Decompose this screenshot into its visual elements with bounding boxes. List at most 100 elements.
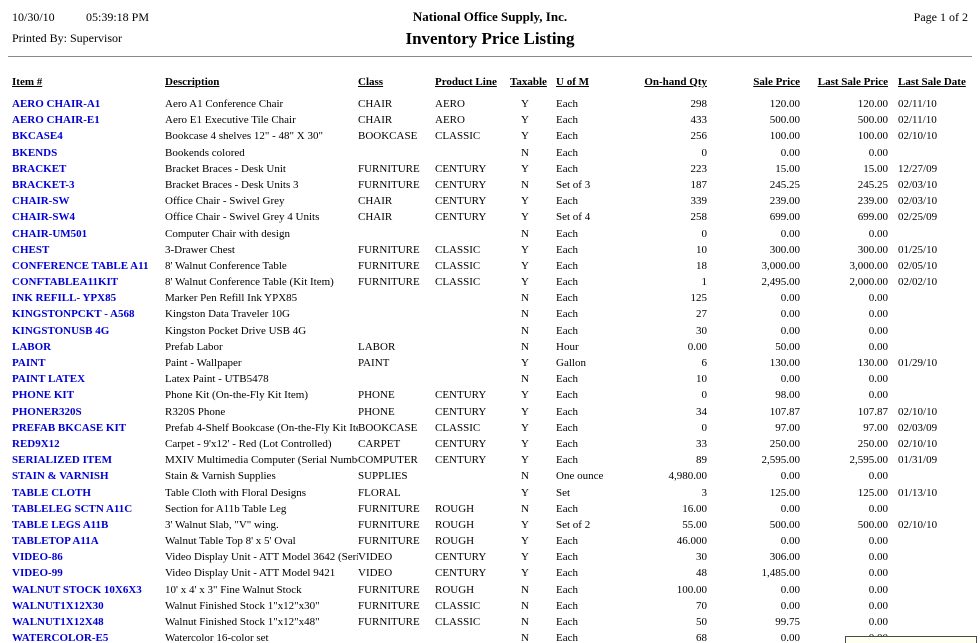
cell-uofm: Each bbox=[556, 583, 578, 596]
cell-onhand-qty: 258 bbox=[690, 211, 708, 224]
column-header-uofm[interactable]: U of M bbox=[556, 76, 589, 88]
cell-last-sale-price: 0.00 bbox=[868, 389, 888, 402]
cell-item-number[interactable]: WALNUT STOCK 10X6X3 bbox=[12, 583, 142, 596]
cell-onhand-qty: 6 bbox=[701, 357, 708, 369]
cell-last-sale-date: 02/10/10 bbox=[898, 518, 938, 531]
cell-onhand-qty: 16.00 bbox=[682, 502, 707, 515]
cell-last-sale-date: 01/13/10 bbox=[898, 486, 938, 499]
column-header-description[interactable]: Description bbox=[165, 76, 220, 88]
column-header-sale-price[interactable]: Sale Price bbox=[753, 76, 800, 88]
cell-last-sale-date: 12/27/09 bbox=[898, 162, 938, 175]
table-row: VIDEO-86 Video Display Unit - ATT Model 3… bbox=[0, 549, 980, 565]
cell-item-number[interactable]: PAINT bbox=[12, 357, 46, 369]
cell-description: Bookends colored bbox=[165, 146, 245, 159]
cell-class: CARPET bbox=[358, 437, 401, 450]
cell-onhand-qty: 339 bbox=[690, 195, 708, 208]
cell-item-number[interactable]: VIDEO-99 bbox=[12, 567, 63, 580]
cell-last-sale-date bbox=[888, 290, 980, 306]
cell-uofm: Each bbox=[556, 114, 578, 127]
column-header-last-sale-date[interactable]: Last Sale Date bbox=[898, 76, 966, 88]
cell-item-number[interactable]: LABOR bbox=[12, 340, 52, 353]
column-header-item[interactable]: Item # bbox=[12, 76, 43, 88]
cell-product-line: CENTURY bbox=[435, 195, 487, 208]
cell-item-number[interactable]: BKCASE4 bbox=[12, 130, 63, 143]
cell-item-number[interactable]: KINGSTONPCKT - A568 bbox=[12, 308, 135, 321]
cell-item-number[interactable]: WATERCOLOR-E5 bbox=[12, 632, 109, 643]
cell-description: Office Chair - Swivel Grey 4 Units bbox=[165, 211, 320, 224]
cell-item-number[interactable]: AERO CHAIR-A1 bbox=[12, 98, 101, 110]
cell-item-number[interactable]: TABLE LEGS A11B bbox=[12, 518, 109, 531]
cell-item-number[interactable]: TABLELEG SCTN A11C bbox=[12, 502, 133, 515]
cell-item-number[interactable]: INK REFILL- YPX85 bbox=[12, 292, 117, 305]
cell-taxable: N bbox=[521, 632, 529, 643]
table-row: PAINT Paint - Wallpaper PAINT Y Gallon 6 130.0… bbox=[0, 355, 980, 371]
cell-description: Walnut Table Top 8' x 5' Oval bbox=[165, 535, 296, 548]
cell-description: Office Chair - Swivel Grey bbox=[165, 195, 285, 208]
column-header-class[interactable]: Class bbox=[358, 76, 384, 88]
cell-item-number[interactable]: CONFTABLEA11KIT bbox=[12, 276, 119, 289]
table-row: CHAIR-SW4 Office Chair - Swivel Grey 4 Un… bbox=[0, 209, 980, 225]
table-row: CONFERENCE TABLE A11 8' Walnut Conference… bbox=[0, 258, 980, 274]
cell-last-sale-date bbox=[888, 598, 980, 614]
cell-taxable: Y bbox=[521, 405, 529, 418]
cell-item-number[interactable]: CHAIR-SW bbox=[12, 195, 70, 208]
column-header-product-line[interactable]: Product Line bbox=[435, 76, 497, 88]
table-row: PREFAB BKCASE KIT Prefab 4-Shelf Bookcase… bbox=[0, 420, 980, 436]
cell-last-sale-date: 01/31/09 bbox=[898, 454, 938, 467]
cell-description: Prefab Labor bbox=[165, 340, 223, 353]
cell-sale-price: 250.00 bbox=[769, 437, 800, 450]
cell-description: Paint - Wallpaper bbox=[165, 357, 242, 369]
cell-product-line bbox=[435, 290, 510, 306]
cell-product-line: CLASSIC bbox=[435, 243, 481, 256]
cell-onhand-qty: 50 bbox=[696, 616, 707, 628]
cell-product-line bbox=[435, 339, 510, 355]
cell-item-number[interactable]: STAIN & VARNISH bbox=[12, 470, 109, 483]
cell-last-sale-date: 02/25/09 bbox=[898, 211, 938, 224]
cell-item-number[interactable]: KINGSTONUSB 4G bbox=[12, 324, 110, 337]
cell-uofm: Gallon bbox=[556, 357, 586, 369]
cell-item-number[interactable]: TABLETOP A11A bbox=[12, 535, 99, 548]
cell-item-number[interactable]: BKENDS bbox=[12, 146, 58, 159]
table-row: CHAIR-SW Office Chair - Swivel Grey CHAIR C… bbox=[0, 193, 980, 209]
cell-item-number[interactable]: PHONER320S bbox=[12, 405, 82, 418]
cell-item-number[interactable]: VIDEO-86 bbox=[12, 551, 63, 564]
cell-sale-price: 0.00 bbox=[780, 599, 800, 612]
column-header-onhand-qty[interactable]: On-hand Qty bbox=[644, 76, 707, 88]
cell-sale-price: 300.00 bbox=[769, 243, 800, 256]
cell-last-sale-price: 0.00 bbox=[868, 227, 888, 240]
cell-item-number[interactable]: CHEST bbox=[12, 243, 50, 256]
cell-item-number[interactable]: TABLE CLOTH bbox=[12, 486, 91, 499]
cell-product-line: CLASSIC bbox=[435, 616, 481, 628]
cell-last-sale-date bbox=[888, 501, 980, 517]
cell-item-number[interactable]: BRACKET bbox=[12, 162, 67, 175]
cell-product-line bbox=[435, 630, 510, 643]
cell-item-number[interactable]: BRACKET-3 bbox=[12, 178, 75, 191]
cell-sale-price: 120.00 bbox=[769, 98, 800, 110]
cell-item-number[interactable]: WALNUT1X12X48 bbox=[12, 616, 104, 628]
cell-item-number[interactable]: CHAIR-SW4 bbox=[12, 211, 75, 224]
cell-product-line bbox=[435, 306, 510, 322]
cell-item-number[interactable]: PREFAB BKCASE KIT bbox=[12, 421, 127, 434]
cell-item-number[interactable]: CONFERENCE TABLE A11 bbox=[12, 259, 149, 272]
cell-uofm: Each bbox=[556, 130, 578, 143]
cell-taxable: Y bbox=[521, 259, 529, 272]
cell-item-number[interactable]: CHAIR-UM501 bbox=[12, 227, 88, 240]
cell-product-line bbox=[435, 371, 510, 387]
cell-last-sale-price: 250.00 bbox=[857, 437, 888, 450]
cell-item-number[interactable]: SERIALIZED ITEM bbox=[12, 454, 112, 467]
cell-uofm: Each bbox=[556, 227, 578, 240]
column-header-last-sale-price[interactable]: Last Sale Price bbox=[817, 76, 888, 88]
cell-item-number[interactable]: WALNUT1X12X30 bbox=[12, 599, 104, 612]
cell-item-number[interactable]: AERO CHAIR-E1 bbox=[12, 114, 100, 127]
cell-uofm: Set bbox=[556, 486, 571, 499]
cell-class bbox=[358, 323, 435, 339]
cell-item-number[interactable]: RED9X12 bbox=[12, 437, 60, 450]
cell-item-number[interactable]: PHONE KIT bbox=[12, 389, 75, 402]
cell-class: FURNITURE bbox=[358, 162, 420, 175]
cell-item-number[interactable]: PAINT LATEX bbox=[12, 373, 86, 386]
cell-uofm: Each bbox=[556, 389, 578, 402]
column-header-taxable[interactable]: Taxable bbox=[510, 76, 547, 88]
cell-last-sale-date bbox=[888, 323, 980, 339]
cell-class: FURNITURE bbox=[358, 583, 420, 596]
cell-product-line: ROUGH bbox=[435, 518, 475, 531]
